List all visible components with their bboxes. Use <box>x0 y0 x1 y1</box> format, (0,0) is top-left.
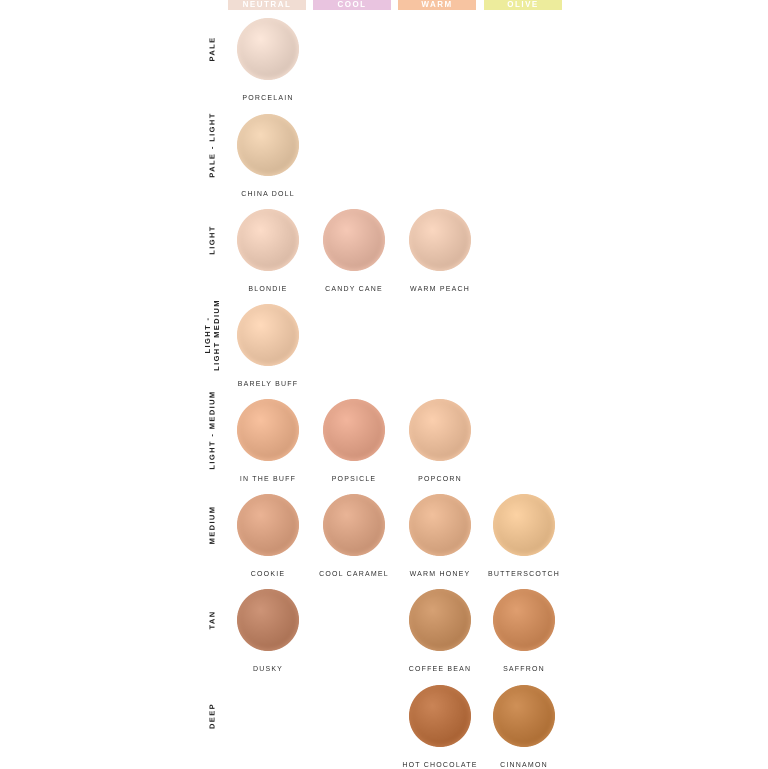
powder-image <box>237 18 299 80</box>
undertone-neutral: NEUTRAL <box>228 0 306 10</box>
shade-name-label: WARM PEACH <box>410 286 470 293</box>
powder-image <box>237 304 299 366</box>
shade-name-label: HOT CHOCOLATE <box>402 762 478 769</box>
powder-image <box>323 209 385 271</box>
shade-name-label: POPCORN <box>418 476 462 483</box>
powder-image <box>237 209 299 271</box>
shade-name-label: COOKIE <box>250 571 286 578</box>
undertone-cool: COOL <box>313 0 391 10</box>
depth-label-text: PALE - LIGHT <box>207 112 217 178</box>
powder-image <box>409 494 471 556</box>
shade-name-label: IN THE BUFF <box>239 476 297 483</box>
powder-image <box>237 399 299 461</box>
undertone-olive: OLIVE <box>484 0 562 10</box>
depth-label-text: LIGHT - MEDIUM <box>207 390 217 470</box>
depth-label-text: MEDIUM <box>207 505 217 545</box>
shade-name-label: CINNAMON <box>500 762 548 769</box>
shade-name-label: DUSKY <box>252 666 284 673</box>
shade-name-label: POPSICLE <box>331 476 377 483</box>
shade-name-label: BLONDIE <box>248 286 288 293</box>
powder-image <box>237 114 299 176</box>
powder-image <box>237 589 299 651</box>
powder-image <box>493 589 555 651</box>
powder-image <box>493 685 555 747</box>
depth-label-text: LIGHT - LIGHT MEDIUM <box>203 299 221 371</box>
shade-name-label: PORCELAIN <box>242 95 294 102</box>
powder-image <box>409 209 471 271</box>
shade-name-label: WARM HONEY <box>409 571 471 578</box>
shade-name-label: CANDY CANE <box>325 286 383 293</box>
shade-name-label: CHINA DOLL <box>241 191 295 198</box>
powder-image <box>237 494 299 556</box>
shade-name-label: BARELY BUFF <box>237 381 299 388</box>
shade-name-label: COFFEE BEAN <box>408 666 472 673</box>
depth-label-text: LIGHT <box>207 225 217 255</box>
powder-image <box>409 589 471 651</box>
powder-image <box>409 399 471 461</box>
shade-name-label: BUTTERSCOTCH <box>488 571 560 578</box>
depth-label-text: PALE <box>207 36 217 62</box>
depth-label-text: TAN <box>207 610 217 630</box>
shade-name-label: COOL CARAMEL <box>319 571 389 578</box>
powder-image <box>409 685 471 747</box>
powder-image <box>323 399 385 461</box>
shade-name-label: SAFFRON <box>503 666 545 673</box>
powder-image <box>493 494 555 556</box>
powder-image <box>323 494 385 556</box>
undertone-warm: WARM <box>398 0 476 10</box>
depth-label-text: DEEP <box>207 702 217 730</box>
